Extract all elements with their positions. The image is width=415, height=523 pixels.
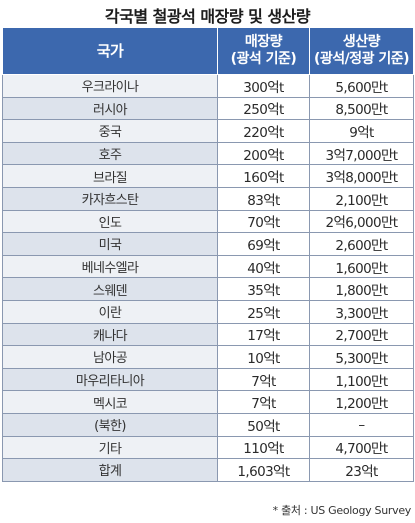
country-cell: 러시아 <box>2 96 218 121</box>
production-cell: 2,600만t <box>309 232 414 256</box>
table-row: 베네수엘라 40억t 1,600만t <box>2 254 414 279</box>
reserve-cell: 83억t <box>217 186 310 211</box>
production-cell: – <box>309 412 414 437</box>
header-production-line2: (광석/정광 기준) <box>313 51 410 67</box>
country-cell: 브라질 <box>2 164 218 188</box>
table-row: 호주 200억t 3억7,000만t <box>2 141 414 166</box>
production-cell: 4,700만t <box>309 435 414 460</box>
table-row: (북한) 50억t – <box>2 412 414 437</box>
reserve-cell: 300억t <box>217 74 310 98</box>
reserve-cell: 25억t <box>217 299 310 324</box>
production-cell: 23억t <box>309 458 414 482</box>
production-cell: 5,300만t <box>309 345 414 369</box>
reserve-cell: 200억t <box>217 141 310 166</box>
table-row: 러시아 250억t 8,500만t <box>2 96 414 121</box>
country-cell: 이란 <box>2 299 218 324</box>
header-production-line1: 생산량 <box>342 34 381 50</box>
table-row: 합계 1,603억t 23억t <box>2 458 414 482</box>
country-cell: 멕시코 <box>2 390 218 414</box>
table-row: 미국 69억t 2,600만t <box>2 232 414 256</box>
reserve-cell: 40억t <box>217 254 310 279</box>
production-cell: 9억t <box>309 119 414 143</box>
table-row: 중국 220억t 9억t <box>2 119 414 143</box>
table-header-row: 국가 매장량 (광석 기준) 생산량 (광석/정광 기준) <box>2 27 414 75</box>
table-row: 우크라이나 300억t 5,600만t <box>2 74 414 98</box>
header-reserve-line2: (광석 기준) <box>230 51 297 67</box>
header-reserve-line1: 매장량 <box>244 34 283 50</box>
table-row: 이란 25억t 3,300만t <box>2 299 414 324</box>
country-cell: 남아공 <box>2 345 218 369</box>
production-cell: 3억7,000만t <box>309 141 414 166</box>
production-cell: 3,300만t <box>309 299 414 324</box>
reserve-cell: 110억t <box>217 435 310 460</box>
table-body: 우크라이나 300억t 5,600만t 러시아 250억t 8,500만t 중국 220억t 9… <box>2 74 414 482</box>
country-cell: 기타 <box>2 435 218 460</box>
country-cell: 미국 <box>2 232 218 256</box>
country-cell: 우크라이나 <box>2 74 218 98</box>
reserve-cell: 50억t <box>217 412 310 437</box>
country-cell: 마우리타니아 <box>2 367 218 392</box>
reserve-cell: 1,603억t <box>217 458 310 482</box>
source-note: * 출처 : US Geology Survey <box>272 504 412 517</box>
table-row: 브라질 160억t 3억8,000만t <box>2 164 414 188</box>
country-cell: 합계 <box>2 458 218 482</box>
production-cell: 1,100만t <box>309 367 414 392</box>
production-cell: 1,800만t <box>309 277 414 301</box>
table-row: 스웨덴 35억t 1,800만t <box>2 277 414 301</box>
table-row: 캐나다 17억t 2,700만t <box>2 322 414 347</box>
production-cell: 1,200만t <box>309 390 414 414</box>
production-cell: 1,600만t <box>309 254 414 279</box>
country-cell: 카자흐스탄 <box>2 186 218 211</box>
table-row: 멕시코 7억t 1,200만t <box>2 390 414 414</box>
reserve-cell: 250억t <box>217 96 310 121</box>
production-cell: 5,600만t <box>309 74 414 98</box>
reserve-cell: 220억t <box>217 119 310 143</box>
production-cell: 3억8,000만t <box>309 164 414 188</box>
reserve-cell: 10억t <box>217 345 310 369</box>
table-row: 남아공 10억t 5,300만t <box>2 345 414 369</box>
reserve-cell: 7억t <box>217 367 310 392</box>
country-cell: (북한) <box>2 412 218 437</box>
reserve-cell: 69억t <box>217 232 310 256</box>
page-title: 각국별 철광석 매장량 및 생산량 <box>104 7 311 26</box>
table-row: 기타 110억t 4,700만t <box>2 435 414 460</box>
header-country: 국가 <box>2 27 218 75</box>
production-cell: 8,500만t <box>309 96 414 121</box>
iron-ore-table: 국가 매장량 (광석 기준) 생산량 (광석/정광 기준) 우크라이나 300억t… <box>2 27 414 482</box>
country-cell: 중국 <box>2 119 218 143</box>
country-cell: 스웨덴 <box>2 277 218 301</box>
reserve-cell: 35억t <box>217 277 310 301</box>
production-cell: 2억6,000만t <box>309 209 414 234</box>
header-reserve: 매장량 (광석 기준) <box>217 27 310 75</box>
reserve-cell: 7억t <box>217 390 310 414</box>
table-row: 마우리타니아 7억t 1,100만t <box>2 367 414 392</box>
reserve-cell: 17억t <box>217 322 310 347</box>
country-cell: 호주 <box>2 141 218 166</box>
production-cell: 2,100만t <box>309 186 414 211</box>
country-cell: 베네수엘라 <box>2 254 218 279</box>
country-cell: 캐나다 <box>2 322 218 347</box>
country-cell: 인도 <box>2 209 218 234</box>
reserve-cell: 160억t <box>217 164 310 188</box>
table-row: 카자흐스탄 83억t 2,100만t <box>2 186 414 211</box>
table-row: 인도 70억t 2억6,000만t <box>2 209 414 234</box>
header-production: 생산량 (광석/정광 기준) <box>309 27 414 75</box>
production-cell: 2,700만t <box>309 322 414 347</box>
reserve-cell: 70억t <box>217 209 310 234</box>
